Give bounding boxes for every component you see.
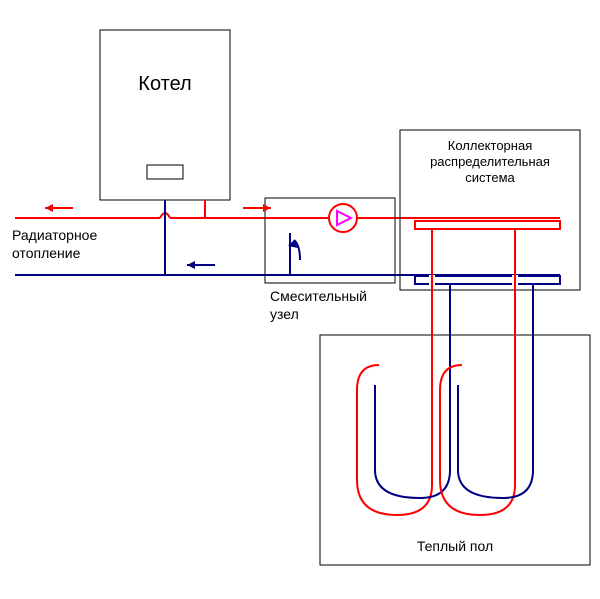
heating-system-diagram: Котел Смесительный узел Коллекторнаяраспред… bbox=[0, 0, 600, 599]
svg-text:Радиаторное: Радиаторное bbox=[12, 227, 97, 243]
svg-text:Теплый пол: Теплый пол bbox=[417, 538, 493, 554]
svg-text:отопление: отопление bbox=[12, 245, 81, 261]
svg-text:распределительная: распределительная bbox=[430, 154, 550, 169]
svg-text:Котел: Котел bbox=[138, 73, 191, 95]
svg-text:система: система bbox=[465, 170, 515, 185]
svg-text:Коллекторная: Коллекторная bbox=[448, 138, 532, 153]
svg-text:узел: узел bbox=[270, 306, 299, 322]
svg-text:Смесительный: Смесительный bbox=[270, 288, 367, 304]
